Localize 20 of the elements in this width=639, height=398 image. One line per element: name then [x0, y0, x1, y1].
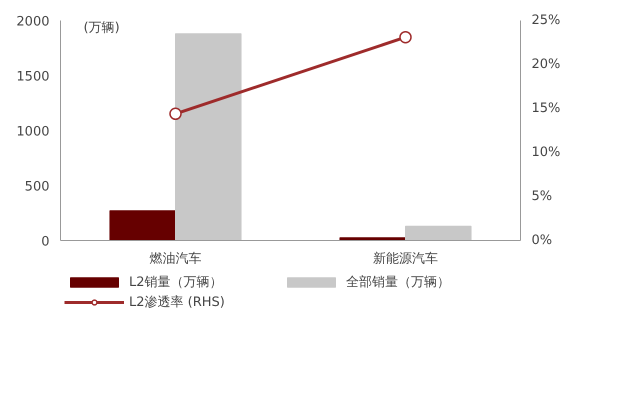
bar: [109, 210, 176, 240]
y2-tick-label: 10%: [532, 145, 560, 160]
y-tick-label: 1500: [16, 70, 50, 84]
y2-tick-label: 25%: [532, 13, 560, 28]
legend-label: L2渗透率 (RHS): [129, 294, 226, 311]
legend-label: L2销量（万辆）: [129, 274, 224, 291]
y2-tick-label: 5%: [532, 189, 552, 204]
legend-label: 全部销量（万辆）: [346, 274, 451, 291]
bar: [175, 33, 242, 240]
x-tick-label: 新能源汽车: [373, 252, 438, 266]
y-axis-title: (万辆): [84, 20, 120, 36]
y2-tick-label: 15%: [532, 101, 560, 116]
y-tick-label: 0: [41, 234, 50, 250]
y-tick-label: 2000: [16, 14, 50, 30]
y-tick-label: 1000: [16, 124, 50, 140]
y2-tick-label: 0%: [532, 233, 552, 248]
y2-tick-label: 20%: [532, 57, 560, 72]
y-tick-label: 500: [24, 180, 50, 194]
x-tick-label: 燃油汽车: [150, 252, 202, 266]
bar: [405, 226, 472, 240]
